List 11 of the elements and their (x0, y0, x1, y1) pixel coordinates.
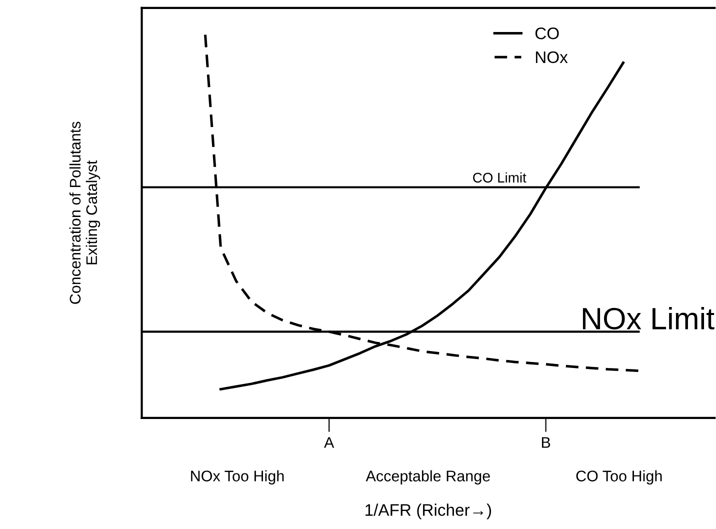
text: Acceptable Range (366, 470, 490, 484)
text: CO Too High (576, 470, 662, 484)
x-tick-label: B (542, 437, 550, 448)
y-axis-title: Concentration of Pollutants Exiting Catalyst (69, 122, 100, 304)
x-tick-label: A (324, 437, 334, 448)
legend-label: NOx (536, 51, 568, 64)
x-axis-title: 1/AFR (Richer→) (366, 504, 492, 520)
ref-line-label: NOx Limit (582, 307, 714, 330)
text: NOx Too High (191, 470, 284, 484)
legend-label: CO (535, 27, 559, 40)
ref-line-label: CO Limit (473, 172, 526, 183)
